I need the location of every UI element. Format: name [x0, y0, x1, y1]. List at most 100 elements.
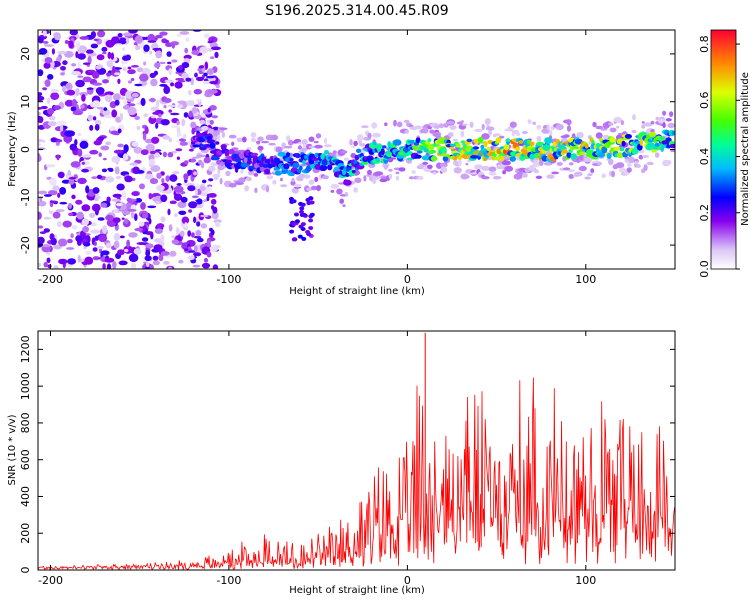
spectrogram-cell: [196, 98, 201, 103]
spectrogram-cell: [92, 71, 100, 79]
spectrogram-cell: [483, 140, 488, 148]
snr-xtick-label: 100: [575, 574, 596, 587]
spectrogram-cell: [151, 136, 160, 144]
spectrogram-cell: [200, 161, 205, 169]
spectrogram-cell: [196, 221, 201, 227]
spectrogram-cell: [324, 150, 329, 155]
spectrogram-cell: [186, 101, 195, 106]
spectrogram-cell: [535, 175, 543, 179]
spectrogram-cell: [113, 232, 121, 242]
spectrogram-cell: [361, 125, 369, 129]
spectrogram-cell: [488, 171, 497, 176]
spectrogram-cell: [203, 157, 211, 164]
spectrogram-cell: [68, 40, 74, 49]
spectrogram-cell: [246, 160, 252, 165]
spectrogram-cell: [108, 168, 114, 172]
spectrogram-cell: [111, 198, 121, 202]
spectrogram-cell: [43, 228, 50, 233]
spectrogram-cell: [84, 256, 94, 265]
spectrogram-cell: [332, 150, 337, 155]
spectrogram-cell: [330, 183, 340, 189]
spectrogram-cell: [43, 194, 52, 197]
spectrogram-cell: [486, 146, 492, 152]
spectrogram-cell: [49, 200, 58, 204]
spectrogram-cell: [308, 145, 315, 149]
spectrogram-cell: [56, 154, 60, 161]
spectrogram-cell: [124, 175, 133, 183]
spectrogram-cell: [225, 170, 231, 176]
spectrogram-cell: [313, 140, 319, 144]
spectrogram-cell: [105, 39, 115, 48]
spectrogram-cell: [43, 40, 49, 44]
spectrogram-cell: [287, 139, 294, 146]
spectrogram-cell: [563, 150, 569, 154]
spectrogram-cell: [590, 168, 595, 173]
spectrogram-cell: [166, 51, 172, 57]
spectrogram-cell: [210, 245, 218, 253]
spectrogram-cell: [116, 202, 123, 207]
spectrogram-cell: [351, 169, 356, 174]
spectrogram-cell: [209, 56, 215, 60]
spectrogram-cell: [57, 50, 67, 55]
spectrogram-cell: [134, 116, 140, 120]
spectrogram-cell: [130, 262, 137, 269]
spectrogram-cell: [38, 153, 41, 162]
spectrogram-cell: [203, 144, 212, 148]
spectrogram-cell: [289, 229, 295, 234]
spectrogram-cell: [74, 139, 78, 146]
spectrogram-cell: [209, 105, 217, 111]
spectrogram-cell: [305, 230, 311, 234]
spectrogram-cell: [38, 262, 42, 267]
spectrogram-cell: [238, 177, 246, 183]
spectrogram-cell: [168, 137, 173, 143]
spectrogram-cell: [447, 132, 454, 138]
spectrogram-cell: [131, 93, 139, 98]
spectrogram-cell: [196, 154, 206, 158]
spectrogram-cell: [123, 32, 133, 37]
spectrogram-cell: [128, 30, 138, 34]
snr-frame: [37, 330, 676, 571]
spectrogram-cell: [384, 122, 388, 127]
snr-xtick-label: 0: [404, 574, 411, 587]
spectrogram-cell: [634, 160, 639, 165]
snr-ytick-label: 1200: [19, 335, 32, 363]
spectrogram-cell: [492, 175, 502, 180]
spectrogram-cell: [608, 122, 614, 126]
spectrogram-cell: [286, 135, 291, 142]
spectrogram-cell: [521, 130, 528, 135]
spectrogram-cell: [202, 179, 207, 184]
spectrogram-cell: [544, 137, 552, 145]
spectrogram-cell: [288, 196, 294, 201]
spectrogram-cell: [130, 210, 135, 219]
spectrogram-cell: [95, 87, 105, 95]
spectrogram-cell: [302, 159, 306, 166]
spectrogram-cell: [77, 254, 81, 263]
spectrogram-cell: [77, 148, 83, 157]
spectrogram-cell: [105, 141, 111, 146]
spectrogram-cell: [176, 126, 181, 135]
spectrogram-cell: [646, 161, 654, 166]
spectrogram-cell: [176, 104, 184, 108]
spectrogram-cell: [120, 96, 125, 100]
spectrogram-cell: [134, 227, 143, 232]
spectrogram-cell: [38, 190, 48, 195]
spectrogram-cell: [174, 213, 178, 218]
spectrogram-cell: [121, 190, 127, 200]
spectrogram-cell: [69, 30, 78, 36]
spectrogram-cell: [190, 158, 196, 163]
spectrogram-cell: [311, 157, 319, 162]
spectrogram-cell: [567, 169, 575, 172]
spectrogram-cell: [250, 152, 259, 157]
spectrogram-cell: [412, 145, 418, 151]
spectrogram-cell: [353, 187, 358, 193]
spectrogram-cell: [301, 147, 309, 152]
spectrogram-cell: [339, 198, 345, 204]
spectrogram-cell: [38, 236, 45, 244]
spectrogram-cell: [126, 197, 132, 203]
spectrogram-cell: [50, 92, 60, 100]
spectrogram-cell: [98, 234, 108, 243]
spectrogram-cell: [170, 125, 180, 129]
spectrogram-cell: [415, 137, 421, 144]
spectrogram-cell: [89, 212, 96, 218]
spectrogram-cell: [112, 65, 116, 74]
